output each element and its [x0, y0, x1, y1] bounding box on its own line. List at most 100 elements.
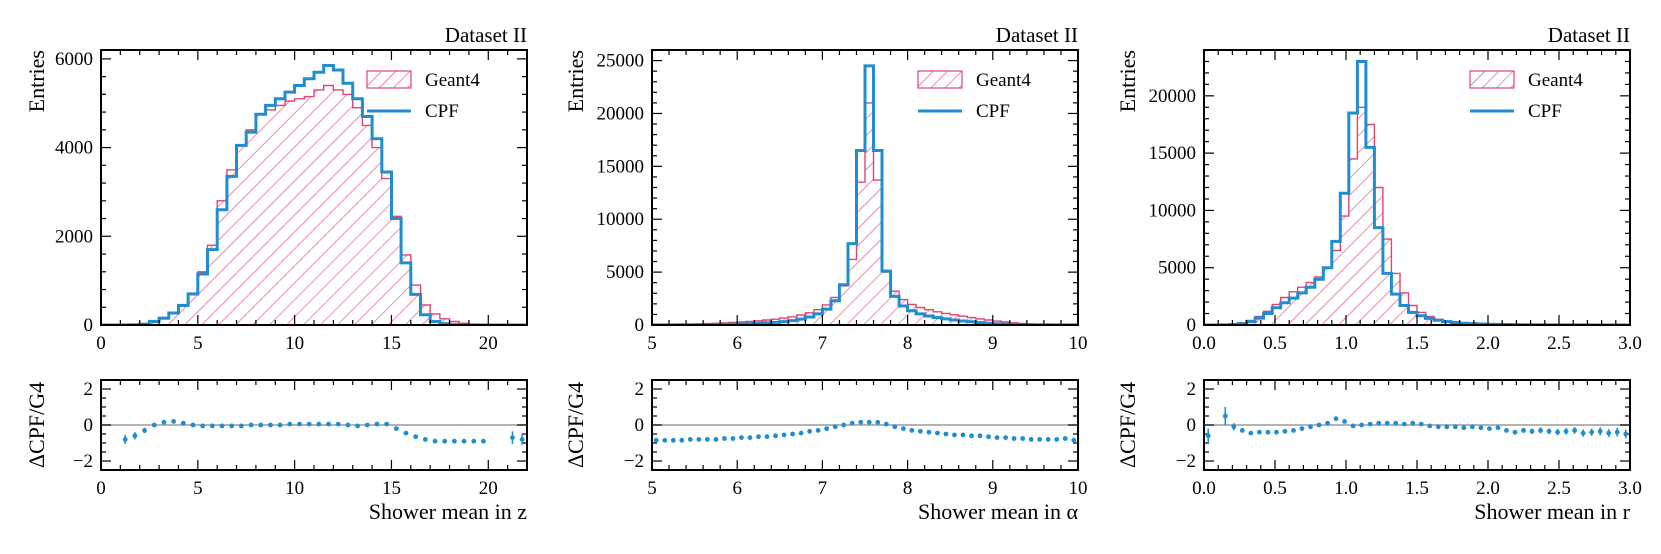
ratio-point: [670, 437, 676, 443]
y-tick-label: 20000: [1149, 86, 1197, 107]
ratio-point: [1054, 437, 1060, 442]
ratio-point: [773, 433, 778, 439]
y-tick-label: 0: [635, 315, 645, 336]
ratio-point: [1299, 426, 1305, 431]
ratio-point: [132, 433, 138, 439]
ratio-point: [1614, 429, 1620, 435]
ratio-point: [696, 437, 702, 442]
ratio-y-tick-label: 2: [635, 379, 645, 400]
x-tick-label: 0.5: [1263, 333, 1287, 354]
ratio-point: [790, 431, 795, 437]
ratio-x-tick-label: 9: [988, 478, 998, 499]
ratio-point: [1037, 437, 1043, 442]
ratio-point: [1401, 421, 1407, 427]
cpf-histogram: [1204, 60, 1630, 325]
legend-cpf-label: CPF: [1528, 101, 1562, 122]
ratio-point: [1478, 425, 1484, 431]
y-tick-label: 2000: [55, 226, 93, 247]
ratio-points: [122, 419, 525, 445]
ratio-point: [1342, 419, 1347, 424]
ratio-x-tick-label: 7: [818, 478, 828, 499]
ratio-point: [1597, 428, 1603, 434]
panel-3: 0.0 0.5 1.0 1.5 2.0 2.5 3.0 0 5000 10000 15000 2000…: [1115, 23, 1642, 524]
ratio-point: [122, 437, 128, 442]
ratio-point: [1393, 420, 1399, 426]
ratio-point: [892, 424, 898, 430]
ratio-x-tick-label: 10: [285, 478, 304, 499]
ratio-point: [1256, 429, 1262, 435]
ratio-point: [1350, 423, 1356, 429]
ratio-point: [730, 436, 736, 441]
ratio-y-tick-label: 0: [635, 415, 645, 436]
ratio-x-tick-label: 2.0: [1476, 478, 1500, 499]
ratio-y-axis-title: ΔCPF/G4: [563, 382, 588, 468]
x-tick-label: 5: [193, 333, 203, 354]
legend-geant4-swatch: [917, 70, 963, 89]
y-tick-label: 10000: [1149, 200, 1197, 221]
ratio-point: [345, 422, 351, 428]
ratio-x-tick-label: 5: [647, 478, 657, 499]
x-tick-label: 3.0: [1618, 333, 1642, 354]
histograms: [1204, 60, 1630, 325]
ratio-point: [1239, 428, 1245, 433]
x-tick-label: 1.0: [1334, 333, 1358, 354]
ratio-point: [268, 422, 273, 428]
ratio-point: [841, 422, 847, 428]
y-tick-label: 15000: [597, 156, 645, 177]
geant4-hatch-fill: [1204, 107, 1630, 325]
ratio-point: [1606, 430, 1612, 436]
x-axis-title: Shower mean in z: [369, 499, 527, 524]
ratio-point: [200, 423, 206, 429]
ratio-point: [258, 422, 264, 428]
legend-geant4-label: Geant4: [425, 70, 480, 91]
ratio-point: [764, 434, 770, 440]
ratio-point: [747, 435, 753, 440]
ratio-point: [1529, 428, 1535, 434]
ratio-point: [519, 437, 525, 442]
ratio-x-tick-label: 10: [1069, 478, 1088, 499]
ratio-x-tick-label: 0.5: [1263, 478, 1287, 499]
x-tick-label: 7: [818, 333, 828, 354]
ratio-point: [335, 421, 341, 427]
x-tick-label: 10: [285, 333, 304, 354]
ratio-point: [151, 422, 157, 428]
ratio-point: [807, 428, 813, 434]
ratio-y-tick-label: 0: [84, 415, 94, 436]
y-tick-label: 6000: [55, 49, 93, 70]
ratio-point: [180, 420, 186, 426]
ratio-x-tick-label: 1.5: [1405, 478, 1429, 499]
ratio-point: [713, 437, 719, 442]
ratio-point: [442, 438, 448, 444]
ratio-point: [1487, 426, 1492, 431]
x-tick-label: 15: [382, 333, 401, 354]
ratio-point: [1435, 424, 1441, 430]
ratio-x-tick-label: 2.5: [1547, 478, 1571, 499]
ratio-point: [510, 435, 515, 440]
ratio-point: [1071, 437, 1077, 443]
legend-geant4-label: Geant4: [1528, 70, 1583, 91]
ratio-point: [824, 426, 830, 431]
ratio-point: [1452, 424, 1458, 430]
ratio-point: [1367, 421, 1373, 427]
ratio-point: [1020, 436, 1026, 441]
ratio-x-tick-label: 20: [479, 478, 498, 499]
ratio-point: [739, 435, 744, 440]
dataset-title: Dataset II: [445, 23, 527, 47]
y-tick-label: 4000: [55, 138, 93, 159]
dataset-title: Dataset II: [1548, 23, 1630, 47]
ratio-point: [722, 436, 727, 441]
legend-geant4-label: Geant4: [976, 70, 1031, 91]
ratio-y-tick-label: −2: [73, 451, 93, 472]
main-axes-frame: [1203, 49, 1631, 326]
x-tick-label: 5: [647, 333, 657, 354]
y-tick-label: 0: [84, 315, 94, 336]
x-tick-label: 9: [988, 333, 998, 354]
ratio-point: [451, 438, 457, 444]
x-tick-label: 0: [96, 333, 106, 354]
y-axis-title: Entries: [1115, 50, 1140, 112]
ratio-point: [422, 437, 428, 442]
ratio-point: [1282, 428, 1288, 434]
x-tick-label: 8: [903, 333, 913, 354]
ratio-y-tick-label: −2: [1176, 451, 1196, 472]
